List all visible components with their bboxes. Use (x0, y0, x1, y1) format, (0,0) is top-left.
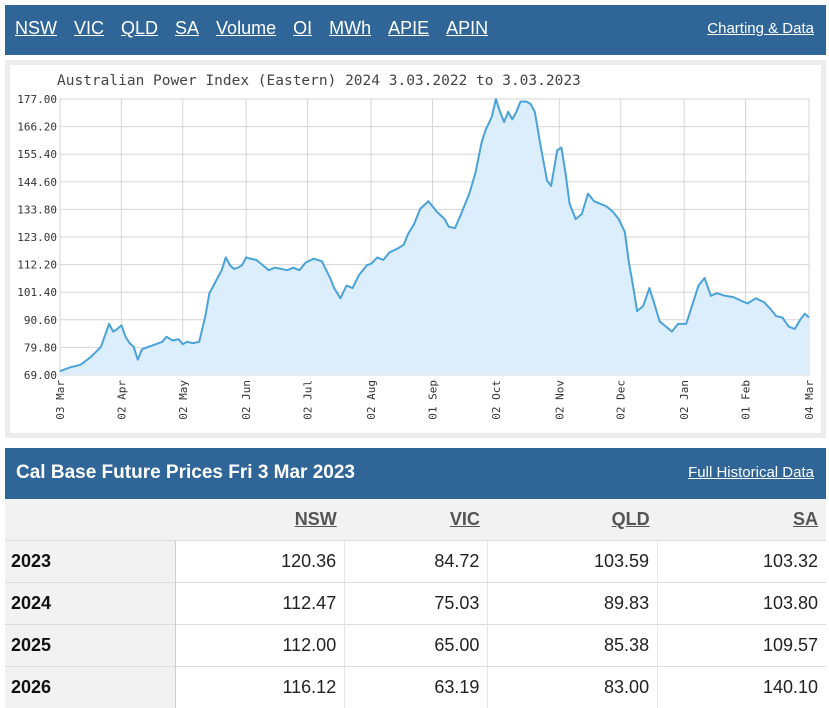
y-tick-label: 166.20 (17, 121, 57, 134)
y-tick-label: 155.40 (17, 148, 57, 161)
cell-nsw: 116.12 (175, 667, 345, 708)
x-tick-label: 02 Oct (490, 380, 503, 420)
column-header-qld[interactable]: QLD (488, 499, 658, 541)
x-tick-label: 02 Aug (365, 380, 378, 420)
table-header-row: NSW VIC QLD SA (5, 499, 826, 541)
x-tick-label: 02 Jan (678, 380, 691, 420)
nav-link-apie[interactable]: APIE (388, 18, 429, 39)
y-tick-label: 112.20 (17, 259, 57, 272)
y-tick-label: 101.40 (17, 286, 57, 299)
section-title: Cal Base Future Prices Fri 3 Mar 2023 (16, 462, 355, 484)
cell-nsw: 112.47 (175, 583, 345, 625)
row-year: 2023 (5, 541, 175, 583)
y-tick-label: 90.60 (24, 314, 57, 327)
cell-vic: 75.03 (345, 583, 488, 625)
cell-sa: 103.80 (658, 583, 826, 625)
top-nav-bar: NSW VIC QLD SA Volume OI MWh APIE APIN C… (5, 5, 826, 55)
table-row: 2024 112.47 75.03 89.83 103.80 (5, 583, 826, 625)
section-header: Cal Base Future Prices Fri 3 Mar 2023 Fu… (5, 448, 826, 499)
region-nav: NSW VIC QLD SA Volume OI MWh APIE APIN (15, 18, 505, 39)
y-tick-label: 177.00 (17, 93, 57, 106)
full-historical-data-link[interactable]: Full Historical Data (688, 464, 814, 481)
nav-link-volume[interactable]: Volume (216, 18, 276, 39)
charting-data-link[interactable]: Charting & Data (707, 20, 814, 37)
nav-link-vic[interactable]: VIC (74, 18, 104, 39)
chart-svg: Australian Power Index (Eastern) 2024 3.… (5, 60, 826, 438)
x-tick-label: 02 Nov (553, 380, 566, 420)
cell-qld: 85.38 (488, 625, 658, 667)
cell-vic: 65.00 (345, 625, 488, 667)
x-tick-label: 02 Jun (240, 380, 253, 420)
table-row: 2023 120.36 84.72 103.59 103.32 (5, 541, 826, 583)
x-tick-label: 02 May (177, 380, 190, 420)
y-tick-label: 123.00 (17, 231, 57, 244)
cell-nsw: 112.00 (175, 625, 345, 667)
y-tick-label: 69.00 (24, 369, 57, 382)
row-year: 2024 (5, 583, 175, 625)
x-tick-label: 01 Feb (740, 380, 753, 420)
y-tick-label: 144.60 (17, 176, 57, 189)
x-tick-label: 01 Sep (426, 380, 439, 420)
nav-link-mwh[interactable]: MWh (329, 18, 371, 39)
cell-qld: 83.00 (488, 667, 658, 708)
x-tick-label: 02 Apr (115, 380, 128, 420)
x-tick-label: 03 Mar (54, 380, 67, 420)
cell-vic: 84.72 (345, 541, 488, 583)
chart-title: Australian Power Index (Eastern) 2024 3.… (57, 73, 581, 89)
column-header-nsw[interactable]: NSW (175, 499, 345, 541)
column-header-sa[interactable]: SA (658, 499, 826, 541)
x-tick-label: 04 Mar (803, 380, 816, 420)
nav-link-apin[interactable]: APIN (446, 18, 488, 39)
table-row: 2026 116.12 63.19 83.00 140.10 (5, 667, 826, 708)
cell-qld: 103.59 (488, 541, 658, 583)
cell-sa: 103.32 (658, 541, 826, 583)
row-year: 2025 (5, 625, 175, 667)
x-tick-label: 02 Dec (615, 380, 628, 420)
y-tick-label: 133.80 (17, 203, 57, 216)
cell-sa: 109.57 (658, 625, 826, 667)
futures-price-table: NSW VIC QLD SA 2023 120.36 84.72 103.59 … (5, 499, 826, 708)
cell-vic: 63.19 (345, 667, 488, 708)
y-tick-label: 79.80 (24, 341, 57, 354)
nav-link-oi[interactable]: OI (293, 18, 312, 39)
table-row: 2025 112.00 65.00 85.38 109.57 (5, 625, 826, 667)
nav-link-qld[interactable]: QLD (121, 18, 158, 39)
nav-link-nsw[interactable]: NSW (15, 18, 57, 39)
column-header-vic[interactable]: VIC (345, 499, 488, 541)
x-tick-label: 02 Jul (302, 380, 315, 420)
cell-sa: 140.10 (658, 667, 826, 708)
cell-qld: 89.83 (488, 583, 658, 625)
table-corner-cell (5, 499, 175, 541)
nav-link-sa[interactable]: SA (175, 18, 199, 39)
price-index-chart: Australian Power Index (Eastern) 2024 3.… (5, 60, 826, 438)
cell-nsw: 120.36 (175, 541, 345, 583)
row-year: 2026 (5, 667, 175, 708)
